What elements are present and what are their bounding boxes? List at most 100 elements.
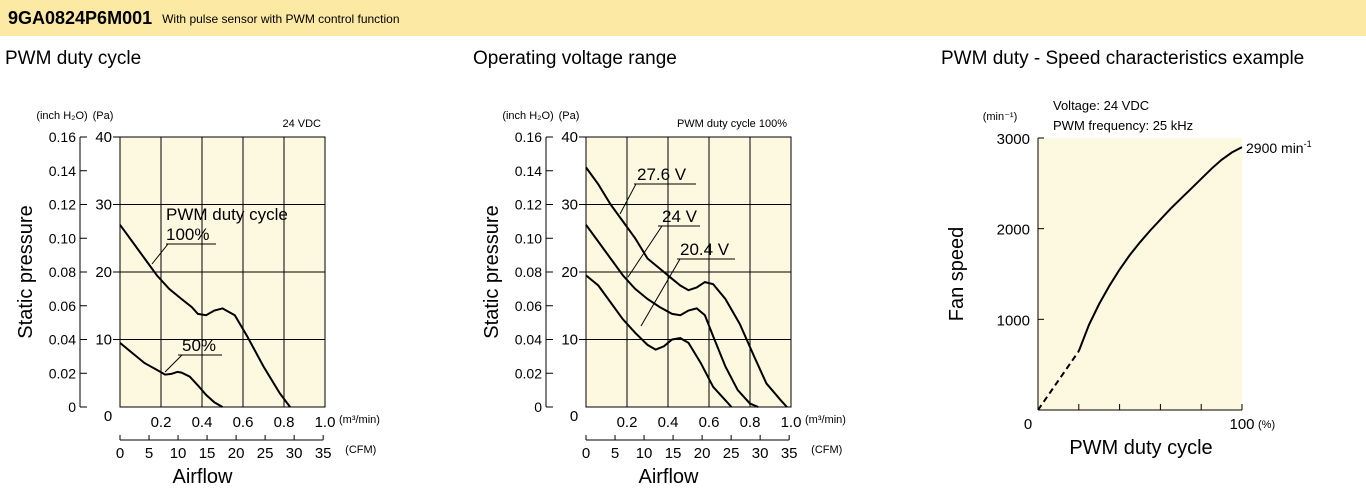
chart2-series-label: 20.4 V <box>680 240 730 259</box>
chart1-series-label: PWM duty cycle <box>166 205 288 224</box>
chart3-note-voltage: Voltage: 24 VDC <box>1053 98 1149 113</box>
chart3-series-line-dashed <box>1037 350 1080 411</box>
chart1-y-unit-inch: (inch H₂O) <box>36 110 87 122</box>
chart2-series-line-3 <box>585 274 733 408</box>
chart2-inch-tick-label: 0 <box>534 399 542 415</box>
chart2-x-tick-label: 0.2 <box>617 414 638 431</box>
chart2-title: Operating voltage range <box>473 48 677 69</box>
chart3-end-label-sup: -1 <box>1304 139 1312 149</box>
chart3-x-tick-label: 0 <box>1024 416 1032 433</box>
chart1-x-tick-label: 0.4 <box>192 414 213 431</box>
chart1-pa-tick-label: 10 <box>95 332 112 349</box>
chart3-y-axis-label: Fan speed <box>946 227 968 322</box>
chart2-x-axis-label: Airflow <box>638 466 699 488</box>
chart1-cfm-tick-label: 15 <box>199 445 216 462</box>
chart1-cfm-tick-label: 0 <box>116 445 124 462</box>
chart1-x-axis-label: Airflow <box>172 466 233 488</box>
chart2-inch-tick-label: 0.10 <box>515 230 542 246</box>
chart3-x-unit: (%) <box>1258 419 1275 431</box>
chart3-y-tick-label: 1000 <box>997 312 1030 329</box>
chart1-x-unit: (m³/min) <box>339 414 380 426</box>
chart1-inch-tick-label: 0.14 <box>49 163 76 179</box>
chart2-origin-label: 0 <box>570 408 578 425</box>
chart1-x-tick-label: 1.0 <box>315 414 336 431</box>
chart1-y-unit-pa: (Pa) <box>93 110 114 122</box>
chart1-leader-line <box>164 354 183 373</box>
chart1-cfm-tick-label: 20 <box>228 445 245 462</box>
chart2-inch-tick-label: 0.06 <box>515 298 542 314</box>
chart3-y-tick-label: 2000 <box>997 222 1030 239</box>
chart3-y-tick-label: 3000 <box>997 131 1030 148</box>
chart2-y-unit-pa: (Pa) <box>559 110 580 122</box>
chart2-cfm-tick-label: 25 <box>723 445 740 462</box>
chart1-cfm-tick-label: 35 <box>315 445 332 462</box>
chart1-title: PWM duty cycle <box>5 48 142 69</box>
chart3-plot-area <box>1038 138 1242 410</box>
chart2-leader-line <box>627 225 663 278</box>
chart2-pa-tick-label: 10 <box>561 332 578 349</box>
chart2-cfm-tick-label: 5 <box>611 445 619 462</box>
chart2-x-tick-label: 1.0 <box>781 414 802 431</box>
chart1-x-tick-label: 0.8 <box>274 414 295 431</box>
chart1-x-tick-label: 0.2 <box>151 414 172 431</box>
model-subtitle: With pulse sensor with PWM control funct… <box>162 12 400 26</box>
chart2-inch-tick-label: 0.02 <box>515 365 542 381</box>
chart1-cfm-tick-label: 25 <box>257 445 274 462</box>
chart2-cfm-tick-label: 35 <box>781 445 798 462</box>
chart2-series-line-2 <box>585 224 759 408</box>
chart1-y-axis-label: Static pressure <box>15 205 37 338</box>
chart1-cfm-tick-label: 5 <box>145 445 153 462</box>
chart3-series-line-solid <box>1077 146 1243 352</box>
chart1-cfm-tick-label: 10 <box>170 445 187 462</box>
chart2-x-tick-label: 0.6 <box>699 414 720 431</box>
chart1-x-tick-label: 0.6 <box>233 414 254 431</box>
model-number: 9GA0824P6M001 <box>8 7 153 28</box>
chart2-y-axis-label: Static pressure <box>481 205 503 338</box>
chart2-x-tick-label: 0.4 <box>658 414 679 431</box>
chart2-leader-line <box>619 183 637 215</box>
chart2-x-unit: (m³/min) <box>805 414 846 426</box>
chart1-inch-tick-label: 0.16 <box>49 129 76 145</box>
chart1-note: 24 VDC <box>282 118 321 130</box>
chart1-inch-tick-label: 0 <box>68 399 76 415</box>
chart1-series-line-2 <box>119 342 223 408</box>
chart2-inch-tick-label: 0.14 <box>515 163 542 179</box>
chart1-x2-unit: (CFM) <box>345 444 376 456</box>
chart2-x2-unit: (CFM) <box>811 444 842 456</box>
chart1-cfm-tick-label: 30 <box>286 445 303 462</box>
chart1-series-label: 50% <box>182 336 216 355</box>
chart1-inch-tick-label: 0.12 <box>49 197 76 213</box>
chart1-pa-tick-label: 40 <box>95 129 112 146</box>
chart2-pa-tick-label: 20 <box>561 264 578 281</box>
chart2-y-unit-inch: (inch H₂O) <box>502 110 553 122</box>
chart1-inch-tick-label: 0.08 <box>49 264 76 280</box>
chart1-inch-tick-label: 0.02 <box>49 365 76 381</box>
chart2-inch-tick-label: 0.12 <box>515 197 542 213</box>
chart1-series-label: 100% <box>166 225 209 244</box>
chart3-x-axis-label: PWM duty cycle <box>1069 437 1212 459</box>
chart2-series-label: 27.6 V <box>637 165 687 184</box>
chart2-series-label: 24 V <box>662 207 698 226</box>
chart2-cfm-tick-label: 20 <box>694 445 711 462</box>
chart1-series-line-1 <box>119 224 291 408</box>
chart1-leader-line <box>151 243 169 265</box>
chart2-cfm-tick-label: 30 <box>752 445 769 462</box>
chart1-inch-tick-label: 0.06 <box>49 298 76 314</box>
chart2-cfm-tick-label: 0 <box>582 445 590 462</box>
chart3-y-unit: (min⁻¹) <box>983 111 1018 123</box>
chart2-cfm-tick-label: 10 <box>636 445 653 462</box>
chart3-x-tick-label: 100 <box>1229 416 1254 433</box>
chart2-x-tick-label: 0.8 <box>740 414 761 431</box>
chart1-pa-tick-label: 30 <box>95 197 112 214</box>
chart1-origin-label: 0 <box>104 408 112 425</box>
chart3-end-label: 2900 min-1 <box>1246 139 1312 156</box>
chart1-inch-tick-label: 0.10 <box>49 230 76 246</box>
chart3-title: PWM duty - Speed characteristics example <box>941 48 1305 69</box>
chart2-note: PWM duty cycle 100% <box>677 118 787 130</box>
chart2-pa-tick-label: 40 <box>561 129 578 146</box>
chart2-series-line-1 <box>585 166 788 408</box>
chart2-inch-tick-label: 0.16 <box>515 129 542 145</box>
header-bar: 9GA0824P6M001 With pulse sensor with PWM… <box>0 0 1366 36</box>
chart3-note-frequency: PWM frequency: 25 kHz <box>1053 118 1193 133</box>
chart2-inch-tick-label: 0.08 <box>515 264 542 280</box>
